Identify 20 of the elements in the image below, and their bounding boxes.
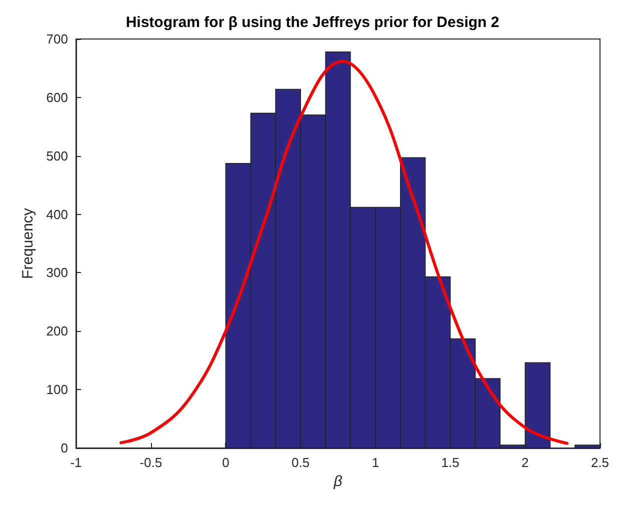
y-tick-label: 200: [46, 324, 68, 339]
x-tick-label: 2.5: [590, 455, 610, 470]
y-tick-label: 100: [46, 382, 68, 398]
x-axis-title: β: [332, 472, 343, 490]
x-tick-label: 2: [522, 455, 529, 470]
x-tick-label: -1: [70, 455, 82, 470]
x-tick-label: 0: [222, 455, 230, 470]
y-tick-label: 400: [46, 206, 68, 222]
x-tick-label: 0.5: [292, 455, 310, 470]
x-tick-label: 1.5: [441, 455, 460, 470]
y-tick-label: 500: [46, 148, 68, 164]
y-axis-title: Frequency: [19, 208, 36, 279]
x-tick-label: -0.5: [140, 455, 162, 470]
y-tick-label: 700: [46, 32, 68, 46]
line-series: [119, 60, 569, 445]
y-tick-label: 0: [60, 440, 68, 456]
chart-title: Histogram for β using the Jeffreys prior for Design 2: [126, 14, 500, 31]
y-tick-label: 300: [46, 265, 68, 280]
y-tick-label: 600: [46, 90, 68, 105]
x-tick-label: 1: [372, 455, 380, 470]
